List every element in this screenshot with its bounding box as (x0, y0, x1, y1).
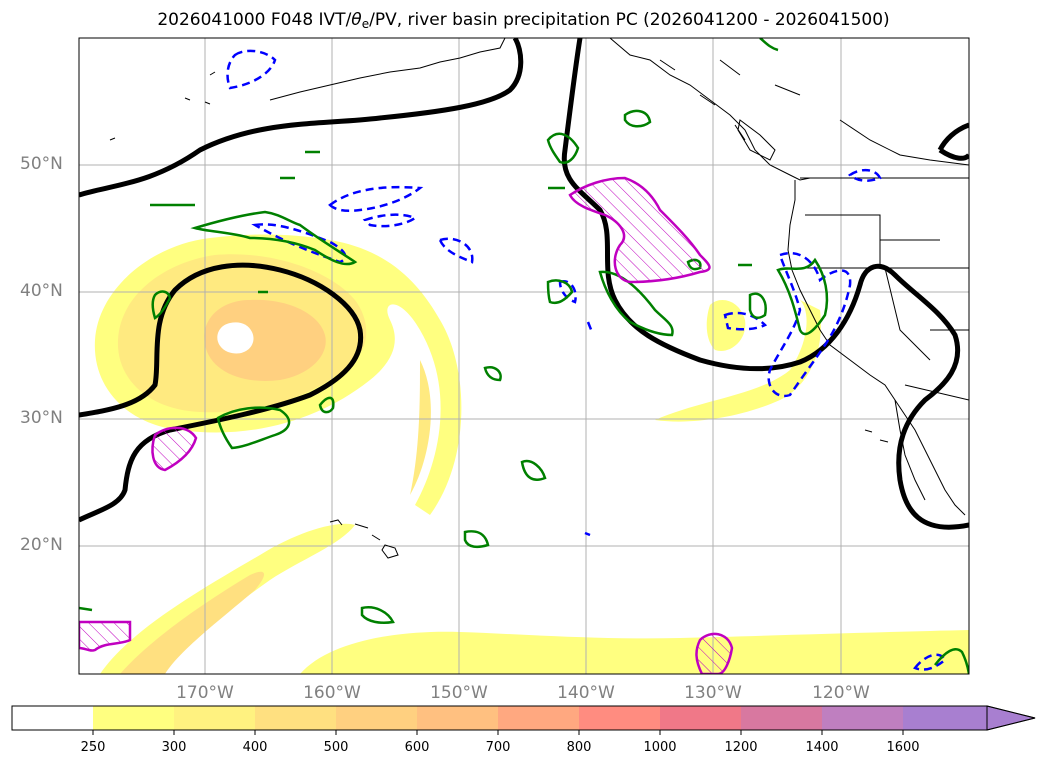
colorbar-segment-9 (741, 706, 822, 730)
colorbar-segment-8 (660, 706, 741, 730)
theta-e-5 (558, 279, 577, 304)
ivt-swirl-hole (217, 322, 254, 354)
theta-e-3 (438, 237, 474, 264)
colorbar-segment-11 (903, 706, 987, 730)
theta-e-contours (226, 49, 947, 671)
precip-pc-2 (151, 290, 172, 320)
pv-cutoff-low (79, 262, 364, 523)
colorbar-label-800: 800 (566, 740, 592, 755)
hawaii-islands (329, 519, 399, 559)
colorbar-label-300: 300 (161, 740, 187, 755)
precip-pc-14 (463, 530, 490, 549)
colorbar-label-700: 700 (485, 740, 511, 755)
theta-subscript: e (361, 17, 370, 31)
precip-pc-18 (150, 150, 320, 294)
theta-e-canada (847, 168, 882, 182)
hatched-region-north (568, 176, 711, 284)
lon-label-140w: 140°W (557, 683, 615, 703)
precip-pc-15 (360, 606, 395, 624)
lon-label-130w: 130°W (684, 683, 742, 703)
lat-label-20n: 20°N (20, 535, 63, 555)
precip-pc-hatched (79, 176, 734, 674)
theta-symbol: θ (351, 10, 362, 30)
hatched-region-south (695, 632, 734, 674)
pv-north-trough (79, 38, 524, 198)
bering-coast (109, 71, 216, 141)
precip-pc-12 (483, 366, 502, 382)
precip-pc-coast (776, 257, 829, 336)
theta-e-2 (362, 213, 418, 228)
precip-pc-7 (546, 279, 574, 305)
theta-e-1 (328, 185, 424, 213)
precip-pc-9 (623, 109, 652, 128)
colorbar-label-400: 400 (242, 740, 268, 755)
ivt-band-bottom (300, 630, 969, 674)
colorbar-segment-3 (255, 706, 336, 730)
colorbar-segment-4 (336, 706, 417, 730)
hatched-region-southwest (79, 620, 132, 652)
map-frame (78, 37, 970, 675)
baja-coast (894, 399, 926, 501)
colorbar-label-1600: 1600 (886, 740, 920, 755)
coastlines (109, 38, 969, 559)
precip-pc-13 (520, 459, 547, 481)
colorbar-segment-6 (498, 706, 579, 730)
colorbar-segment-5 (417, 706, 498, 730)
colorbar-label-1000: 1000 (643, 740, 677, 755)
precip-pc-contours (79, 38, 969, 674)
ivt-band-south-core (120, 571, 265, 674)
colorbar-extend-arrow (986, 705, 1036, 731)
colorbar-label-500: 500 (323, 740, 349, 755)
colorbar (11, 705, 1036, 735)
colorbar-segment-7 (579, 706, 660, 730)
colorbar-segment-1 (93, 706, 174, 730)
precip-pc-3 (216, 406, 291, 450)
hatched-region-west (151, 426, 198, 472)
lon-label-160w: 160°W (303, 683, 361, 703)
theta-e-6 (586, 321, 594, 333)
ivt-swirl-core (204, 299, 326, 381)
lat-label-30n: 30°N (20, 408, 63, 428)
colorbar-label-600: 600 (404, 740, 430, 755)
lon-label-150w: 150°W (430, 683, 488, 703)
theta-e-offshore (723, 311, 768, 331)
precip-pc-5 (546, 132, 580, 164)
map-title: 2026041000 F048 IVT/θe/PV, river basin p… (157, 10, 890, 31)
pv-northeast-segment (937, 122, 969, 161)
precip-pc-16 (79, 606, 969, 674)
alaska-coast (269, 38, 506, 101)
alaska-panhandle (609, 38, 840, 181)
precip-pc-1 (190, 210, 358, 266)
colorbar-segment-0 (12, 706, 93, 730)
channel-islands (864, 429, 889, 443)
lat-label-50n: 50°N (20, 154, 63, 174)
theta-e-south-east (913, 653, 947, 671)
ivt-band-east (655, 300, 821, 422)
hudson-area (839, 119, 969, 166)
colorbar-label-250: 250 (80, 740, 106, 755)
graticule (79, 38, 969, 674)
vancouver-island (737, 119, 776, 161)
colorbar-label-1400: 1400 (805, 740, 839, 755)
precip-pc-17 (759, 38, 779, 52)
precip-pc-4 (318, 396, 335, 414)
precip-pc-8 (598, 270, 674, 337)
colorbar-segment-2 (174, 706, 255, 730)
colorbar-segment-10 (822, 706, 903, 730)
precip-pc-11 (748, 292, 767, 319)
lon-label-120w: 120°W (812, 683, 870, 703)
us-west-coast (787, 180, 966, 516)
colorbar-label-1200: 1200 (724, 740, 758, 755)
lon-label-170w: 170°W (176, 683, 234, 703)
colorbar-outline (11, 705, 1036, 731)
lat-label-40n: 40°N (20, 281, 63, 301)
theta-e-alaska (226, 49, 277, 90)
theta-e-dot (584, 531, 591, 537)
